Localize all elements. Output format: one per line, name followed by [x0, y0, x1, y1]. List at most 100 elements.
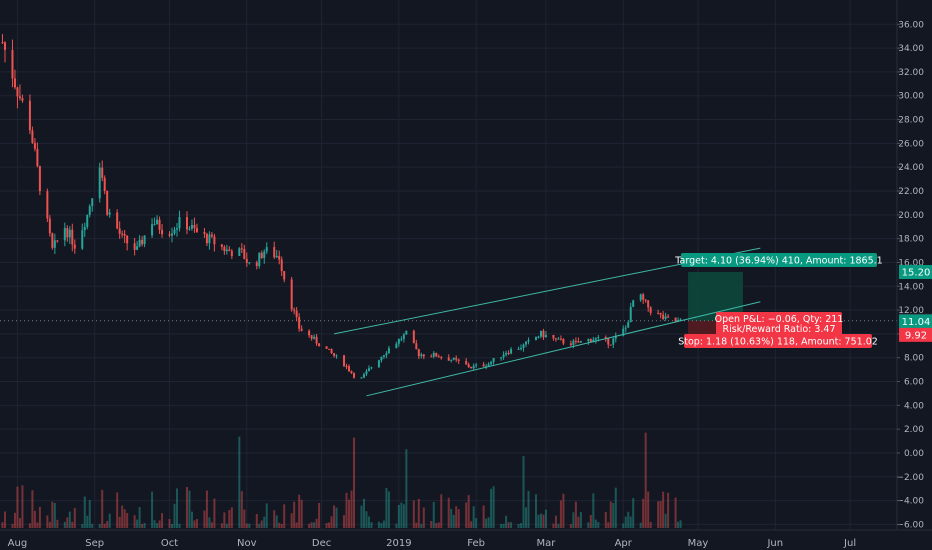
volume-bar — [534, 494, 537, 528]
volume-bar — [213, 498, 216, 528]
pl-label[interactable]: Open P&L: −0.06, Qty: 211 Risk/Reward Ra… — [715, 312, 844, 336]
volume-bar — [293, 501, 296, 528]
candle-body — [622, 328, 625, 336]
volume-bar — [430, 520, 433, 528]
volume-bar — [604, 511, 607, 528]
volume-bar — [21, 485, 24, 528]
candlesticks — [1, 34, 682, 379]
volume-bar — [185, 487, 188, 528]
volume-bar — [278, 522, 281, 528]
volume-bar — [677, 521, 680, 528]
y-tick-label: 22.00 — [898, 187, 924, 197]
volume-bar — [248, 523, 251, 528]
candle-body — [335, 355, 338, 357]
volume-bar — [116, 492, 119, 528]
volume-bar — [562, 493, 565, 528]
volume-bar — [265, 503, 268, 528]
candle-body — [385, 353, 388, 356]
stop-label[interactable]: Stop: 1.18 (10.63%) 118, Amount: 751.02 — [678, 334, 878, 348]
candle-body — [133, 243, 136, 250]
volume-bar — [118, 516, 121, 528]
channel-line[interactable] — [366, 301, 761, 397]
x-tick-label: Feb — [467, 538, 485, 549]
volume-bar — [28, 523, 31, 528]
x-tick-label: 2019 — [386, 538, 411, 549]
volume-bar — [308, 523, 311, 528]
volume-bar — [525, 507, 528, 528]
volume-bar — [290, 513, 293, 528]
volume-bar — [552, 523, 555, 528]
volume-bar — [48, 521, 51, 528]
candle-body — [370, 367, 373, 369]
candle-body — [278, 255, 281, 260]
candle-body — [258, 252, 261, 267]
volume-bar — [470, 521, 473, 528]
volume-bar — [101, 489, 104, 528]
candle-body — [422, 354, 425, 357]
volume-bar — [188, 490, 191, 528]
volume-bar — [16, 486, 19, 528]
volume-bar — [507, 522, 510, 528]
volume-bar — [614, 487, 617, 528]
volume-bar — [405, 449, 408, 528]
volume-bar — [422, 507, 425, 528]
volume-bar — [161, 513, 164, 528]
y-tick-label: −4.00 — [896, 497, 924, 507]
candle-body — [607, 338, 610, 345]
candle-body — [457, 359, 460, 361]
candle-body — [430, 356, 433, 358]
candle-body — [647, 300, 650, 308]
volume-bar — [589, 514, 592, 528]
candle-body — [71, 229, 74, 245]
volume-bar — [228, 510, 231, 528]
volume-bar — [156, 523, 159, 528]
volume-bar — [98, 523, 101, 528]
candle-body — [482, 364, 485, 367]
volume-bar — [432, 501, 435, 528]
y-tick-label: 12.00 — [898, 306, 924, 316]
candle-body — [295, 310, 298, 318]
target-label[interactable]: Target: 4.10 (36.94%) 410, Amount: 1865.… — [674, 253, 883, 267]
candle-body — [168, 234, 171, 236]
volume-bar — [360, 505, 363, 528]
volume-bar — [365, 511, 368, 528]
candle-body — [333, 353, 336, 356]
volume-bar — [624, 516, 627, 528]
candle-body — [500, 357, 503, 359]
volume-bar — [557, 523, 560, 528]
candle-body — [98, 167, 101, 199]
candle-body — [382, 355, 385, 357]
volume-bar — [542, 514, 545, 528]
candle-body — [594, 338, 597, 340]
candle-body — [577, 341, 580, 343]
candle-body — [562, 339, 565, 344]
volume-bar — [397, 504, 400, 528]
volume-bar — [348, 499, 351, 528]
price-axis[interactable]: 36.00 34.00 32.00 30.00 28.00 26.00 24.00 22.00… — [896, 20, 924, 530]
volume-bar — [667, 492, 670, 528]
candle-body — [664, 316, 667, 319]
time-axis[interactable]: Aug Sep Oct Nov Dec 2019 Feb Mar Apr May Jun Jul — [8, 538, 856, 549]
volume-bar — [380, 523, 383, 528]
volume-bar — [577, 516, 580, 528]
volume-bar — [83, 496, 86, 528]
volume-bar — [1, 522, 4, 528]
volume-bar — [485, 518, 488, 528]
volume-bar — [36, 522, 39, 528]
candle-body — [161, 229, 164, 235]
candle-body — [659, 313, 662, 315]
candle-body — [472, 365, 475, 369]
y-tick-label: 16.00 — [898, 258, 924, 268]
volume-bar — [382, 520, 385, 528]
candle-body — [405, 330, 408, 335]
candle-body — [260, 252, 263, 259]
candle-body — [106, 190, 109, 215]
candle-body — [213, 236, 216, 245]
volume-bar — [68, 511, 71, 528]
candle-body — [639, 294, 642, 301]
volume-bar — [377, 521, 380, 528]
candle-body — [308, 330, 311, 336]
candle-body — [178, 217, 181, 229]
